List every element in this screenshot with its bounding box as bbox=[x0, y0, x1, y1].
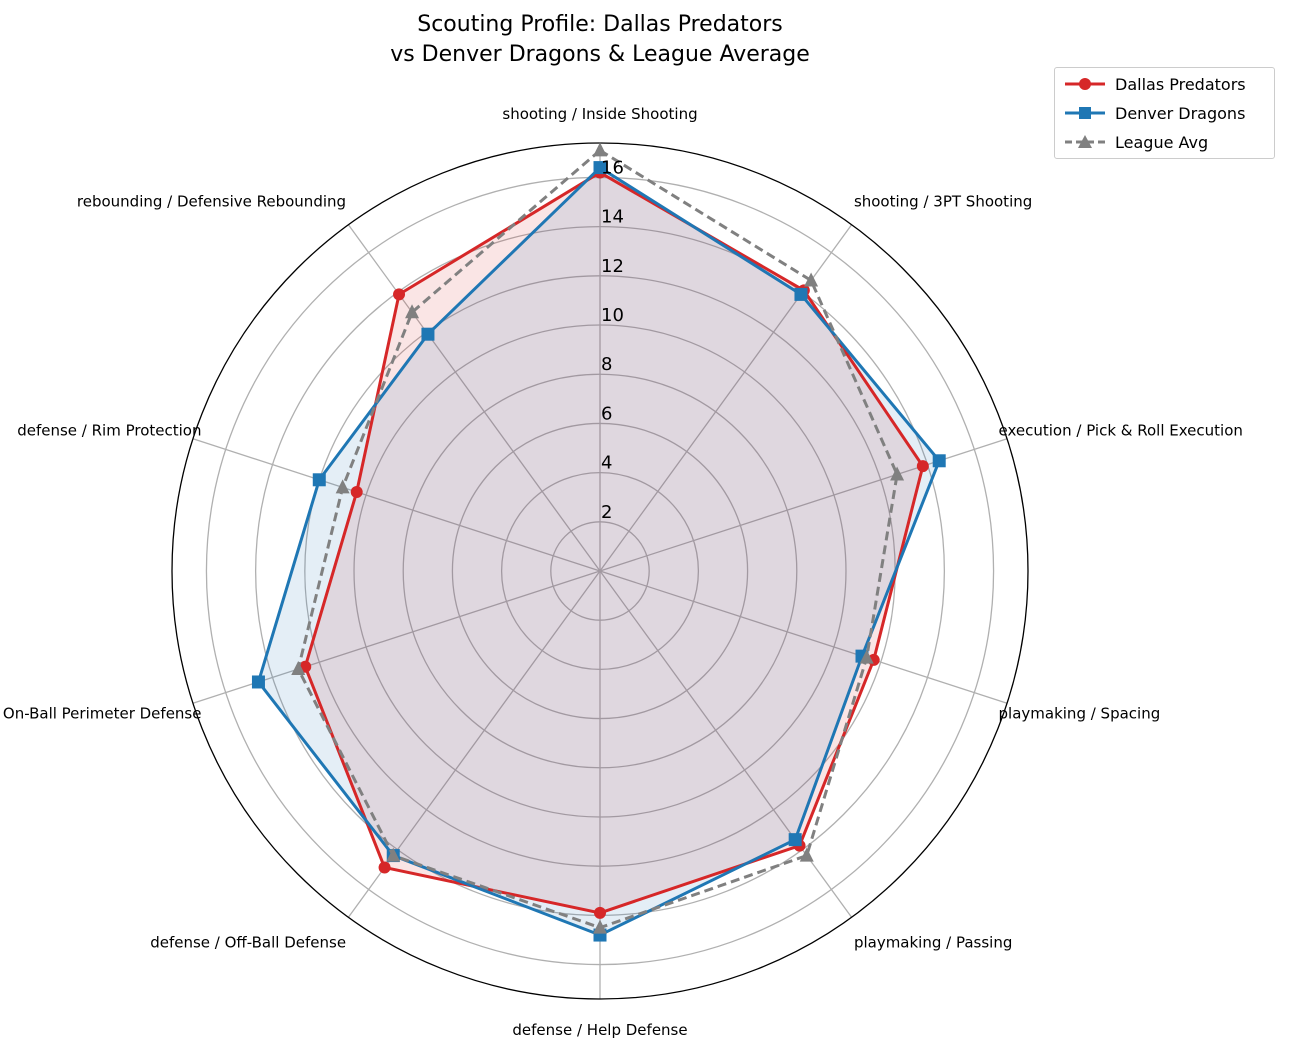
data-point bbox=[593, 161, 607, 175]
chart-title-line-2: vs Denver Dragons & League Average bbox=[390, 42, 810, 67]
data-point bbox=[593, 919, 607, 934]
legend-label: Denver Dragons bbox=[1115, 103, 1246, 123]
grid-spoke bbox=[192, 438, 601, 572]
radial-tick-label: 6 bbox=[601, 403, 612, 424]
series-fill bbox=[258, 167, 940, 936]
data-point bbox=[421, 327, 435, 341]
data-point bbox=[804, 272, 819, 287]
radial-tick-label: 4 bbox=[601, 453, 612, 474]
category-label: defense / On-Ball Perimeter Defense bbox=[0, 705, 201, 723]
category-label: playmaking / Spacing bbox=[999, 705, 1161, 723]
data-point bbox=[312, 473, 326, 487]
data-point bbox=[859, 649, 874, 664]
legend-label: League Avg bbox=[1115, 132, 1209, 152]
radial-tick-label: 12 bbox=[601, 256, 624, 277]
data-point bbox=[916, 460, 929, 473]
category-label: playmaking / Passing bbox=[854, 934, 1012, 952]
legend: Dallas Predators Denver Dragons League A… bbox=[1054, 67, 1275, 159]
legend-item-denver: Denver Dragons bbox=[1063, 99, 1245, 127]
radial-tick-label: 10 bbox=[601, 305, 624, 326]
data-point bbox=[251, 675, 265, 689]
category-label: rebounding / Defensive Rebounding bbox=[77, 192, 346, 210]
data-point bbox=[932, 454, 946, 468]
legend-label: Dallas Predators bbox=[1115, 74, 1246, 94]
data-point bbox=[788, 833, 802, 847]
data-point bbox=[593, 142, 607, 157]
data-point bbox=[350, 485, 363, 498]
category-label: shooting / Inside Shooting bbox=[502, 105, 697, 123]
data-point bbox=[393, 288, 406, 301]
category-label: shooting / 3PT Shooting bbox=[854, 192, 1032, 210]
data-point bbox=[799, 847, 814, 862]
legend-marker-square-icon bbox=[1065, 107, 1105, 119]
data-point bbox=[378, 861, 391, 874]
data-point bbox=[335, 479, 350, 494]
category-label: execution / Pick & Roll Execution bbox=[999, 421, 1243, 439]
data-point bbox=[594, 906, 606, 919]
radial-tick-label: 16 bbox=[601, 157, 624, 178]
legend-item-league: League Avg bbox=[1063, 128, 1208, 156]
category-label: defense / Help Defense bbox=[512, 1021, 687, 1039]
data-point bbox=[405, 304, 420, 319]
legend-item-dallas: Dallas Predators bbox=[1063, 70, 1246, 98]
data-point bbox=[794, 287, 808, 301]
category-label: defense / Off-Ball Defense bbox=[150, 934, 346, 952]
grid-spoke bbox=[599, 570, 1008, 704]
legend-marker-circle-icon bbox=[1065, 78, 1105, 90]
chart-title-line-1: Scouting Profile: Dallas Predators bbox=[417, 12, 783, 37]
data-point bbox=[291, 661, 306, 676]
series-fill bbox=[305, 172, 923, 913]
radial-tick-label: 8 bbox=[601, 354, 612, 375]
radial-tick-label: 2 bbox=[601, 502, 612, 523]
category-label: defense / Rim Protection bbox=[17, 421, 201, 439]
grid-spoke bbox=[347, 224, 601, 572]
radial-tick-label: 14 bbox=[601, 207, 624, 228]
data-point bbox=[386, 847, 401, 862]
data-point bbox=[890, 466, 905, 481]
legend-marker-triangle-icon bbox=[1065, 135, 1105, 148]
